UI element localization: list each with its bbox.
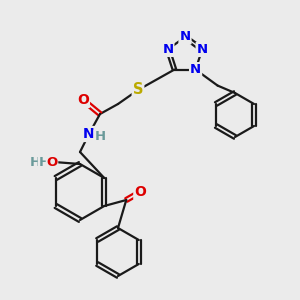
Text: HO: HO (30, 155, 52, 169)
Text: O: O (134, 185, 146, 199)
Text: H: H (38, 155, 50, 169)
Text: N: N (83, 127, 95, 141)
Text: S: S (133, 82, 143, 98)
Text: O: O (46, 155, 58, 169)
Text: N: N (190, 63, 201, 76)
Text: O: O (77, 93, 89, 107)
Text: N: N (196, 43, 208, 56)
Text: H: H (94, 130, 106, 143)
Text: N: N (162, 43, 173, 56)
Text: N: N (179, 31, 191, 44)
